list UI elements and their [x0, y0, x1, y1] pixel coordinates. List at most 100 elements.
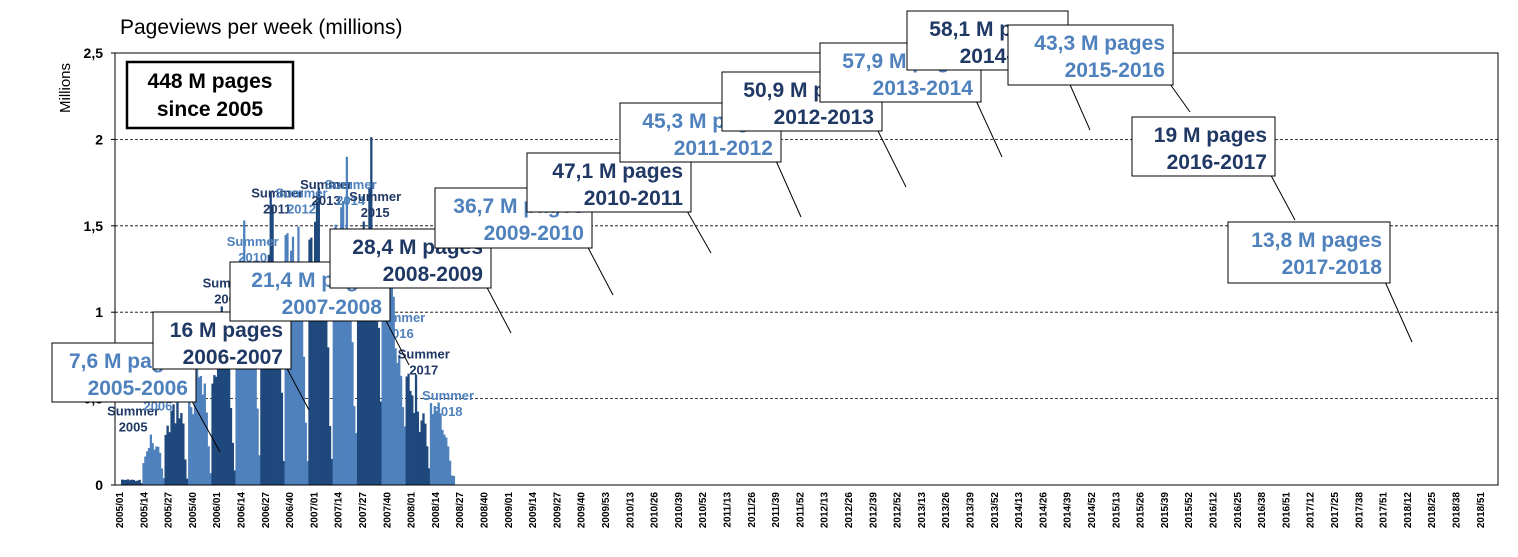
bar — [411, 395, 414, 485]
bar — [170, 410, 173, 485]
bar — [450, 475, 454, 485]
total-pages-box: 448 M pages since 2005 — [125, 60, 295, 130]
annotation-pages: 13,8 M pages — [1251, 229, 1382, 252]
bar — [313, 221, 317, 485]
bar — [347, 265, 350, 485]
bar — [319, 304, 322, 485]
y-tick-label: 0 — [95, 477, 103, 493]
summer-label: Summer — [349, 189, 401, 204]
bar — [262, 273, 265, 485]
bar — [146, 451, 149, 485]
x-tick-label: 2013/13 — [917, 492, 928, 529]
bar — [295, 285, 298, 485]
x-tick-label: 2012/52 — [893, 492, 904, 529]
bar — [340, 207, 343, 486]
bar — [162, 478, 165, 485]
x-tick-label: 2015/39 — [1160, 492, 1171, 529]
x-tick-label: 2011/13 — [723, 492, 734, 528]
x-tick-label: 2007/27 — [358, 492, 369, 529]
bar — [414, 374, 418, 485]
x-tick-label: 2018/38 — [1452, 492, 1463, 529]
annotation-leader — [482, 279, 512, 334]
bar — [328, 425, 332, 485]
x-tick-label: 2014/52 — [1087, 492, 1098, 529]
bar — [222, 355, 225, 485]
bar — [244, 321, 248, 485]
bar — [308, 239, 311, 485]
bar — [239, 307, 242, 485]
bar — [343, 231, 347, 485]
bar — [121, 479, 124, 485]
bar — [136, 480, 139, 485]
summer-year: 2012 — [287, 202, 316, 217]
bar — [403, 426, 406, 485]
bar — [229, 407, 233, 485]
x-tick-label: 2014/26 — [1038, 492, 1049, 529]
x-tick-label: 2015/26 — [1136, 492, 1147, 529]
season-annotation: 13,8 M pages 2017-2018 — [1227, 221, 1413, 343]
annotation-pages: 47,1 M pages — [552, 160, 683, 183]
bar — [407, 373, 410, 485]
bar — [176, 402, 179, 485]
bar — [394, 348, 397, 485]
y-axis-label: Millions — [57, 63, 74, 113]
bar — [174, 423, 177, 485]
x-tick-label: 2006/14 — [237, 492, 248, 529]
bar — [160, 468, 164, 485]
summer-label: Summer — [276, 186, 328, 201]
x-tick-label: 2017/12 — [1306, 492, 1317, 529]
bar — [254, 344, 257, 485]
annotation-season: 2013-2014 — [873, 77, 974, 100]
bar — [332, 230, 335, 485]
summer-year: 2014 — [336, 193, 366, 208]
bar — [304, 422, 307, 485]
x-tick-label: 2009/27 — [552, 492, 563, 529]
season-annotation: 43,3 M pages 2015-2016 — [1007, 24, 1191, 113]
x-tick-label: 2006/01 — [212, 492, 223, 529]
bar — [122, 479, 126, 485]
annotation-season: 2008-2009 — [383, 263, 483, 286]
x-tick-label: 2017/25 — [1330, 492, 1341, 529]
annotation-season: 2010-2011 — [584, 187, 684, 210]
bar — [383, 293, 386, 485]
bar — [224, 352, 227, 485]
bar — [197, 377, 201, 485]
x-tick-label: 2006/27 — [261, 492, 272, 529]
bar — [338, 274, 341, 485]
bar — [282, 460, 285, 485]
annotation-leader — [583, 239, 614, 296]
bar — [252, 305, 255, 485]
x-tick-label: 2016/25 — [1233, 492, 1244, 529]
bar — [368, 186, 371, 485]
bar — [258, 455, 261, 485]
bar — [401, 407, 405, 485]
bar — [418, 431, 421, 485]
summer-label: Summer — [325, 177, 377, 192]
bar — [321, 307, 324, 485]
bar — [299, 285, 302, 485]
bar — [413, 412, 416, 485]
bar — [334, 224, 337, 485]
x-tick-label: 2005/27 — [164, 492, 175, 529]
summer-year: 2010 — [238, 250, 267, 265]
x-tick-label: 2007/40 — [382, 492, 393, 529]
bar — [180, 413, 183, 485]
bar — [149, 434, 152, 485]
x-tick-label: 2005/14 — [139, 492, 150, 529]
bar — [315, 201, 319, 485]
bar — [424, 423, 427, 485]
x-tick-label: 2011/26 — [747, 492, 758, 528]
y-tick-label: 1 — [95, 304, 103, 320]
bar — [124, 479, 128, 485]
x-tick-label: 2009/53 — [601, 492, 612, 529]
bar — [215, 376, 218, 485]
bar — [130, 479, 134, 485]
bar — [433, 406, 436, 485]
bar — [392, 296, 395, 485]
bar — [356, 253, 360, 485]
bar — [398, 354, 401, 485]
bar — [379, 401, 382, 485]
annotation-box — [1007, 24, 1174, 86]
